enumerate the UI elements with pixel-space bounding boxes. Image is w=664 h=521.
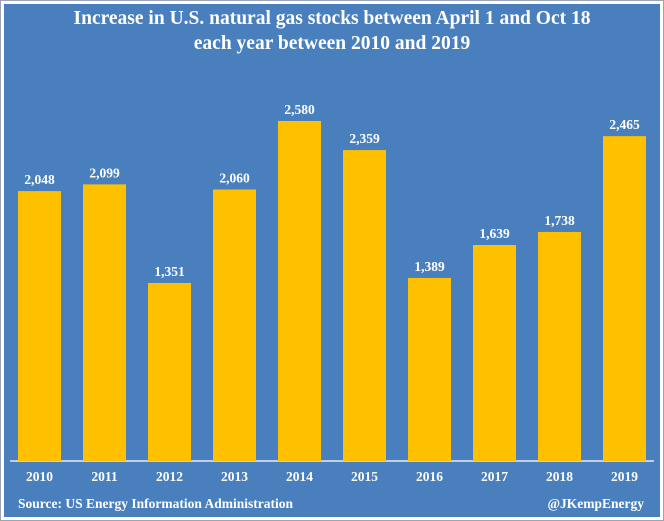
bar-2010 [18, 191, 61, 461]
x-tick-label-2012: 2012 [156, 469, 183, 484]
chart-title: Increase in U.S. natural gas stocks betw… [4, 6, 660, 56]
x-tick-label-2018: 2018 [546, 469, 573, 484]
x-tick-label-2016: 2016 [416, 469, 443, 484]
value-label-2013: 2,060 [219, 171, 250, 186]
x-tick-label-2013: 2013 [221, 469, 248, 484]
bar-2012 [148, 282, 191, 461]
chart-footer: Source: US Energy Information Administra… [4, 496, 660, 516]
value-label-2017: 1,639 [479, 226, 510, 241]
value-label-2010: 2,048 [24, 172, 55, 187]
value-label-2011: 2,099 [89, 165, 120, 180]
x-tick-label-2015: 2015 [351, 469, 378, 484]
value-label-2012: 1,351 [154, 264, 185, 279]
bar-2018 [538, 231, 581, 461]
value-label-2015: 2,359 [349, 131, 380, 146]
author-handle: @JKempEnergy [547, 496, 644, 511]
bar-2016 [408, 277, 451, 461]
value-label-2018: 1,738 [544, 213, 575, 228]
x-tick-label-2019: 2019 [611, 469, 638, 484]
x-tick-label-2010: 2010 [26, 469, 53, 484]
value-label-2016: 1,389 [414, 259, 445, 274]
bar-chart: 2,048 2010 2,099 2011 1,351 2012 2,060 2013 2,58… [10, 102, 654, 484]
chart-subtitle-line: each year between 2010 and 2019 [193, 33, 471, 54]
value-label-2014: 2,580 [284, 102, 315, 117]
bar-2017 [473, 245, 516, 461]
bar-2019 [603, 136, 646, 462]
bar-series: 2,048 2010 2,099 2011 1,351 2012 2,060 2013 2,58… [18, 102, 646, 484]
value-label-2019: 2,465 [609, 117, 640, 132]
x-tick-label-2011: 2011 [91, 469, 118, 484]
bar-2011 [83, 184, 126, 461]
x-tick-label-2014: 2014 [286, 469, 313, 484]
chart-title-line: Increase in U.S. natural gas stocks betw… [73, 8, 591, 29]
x-tick-label-2017: 2017 [481, 469, 508, 484]
bar-2015 [343, 150, 386, 461]
bar-2013 [213, 189, 256, 461]
chart-panel: Increase in U.S. natural gas stocks betw… [4, 4, 660, 517]
source-note: Source: US Energy Information Administra… [18, 496, 294, 511]
bar-2014 [278, 121, 321, 461]
